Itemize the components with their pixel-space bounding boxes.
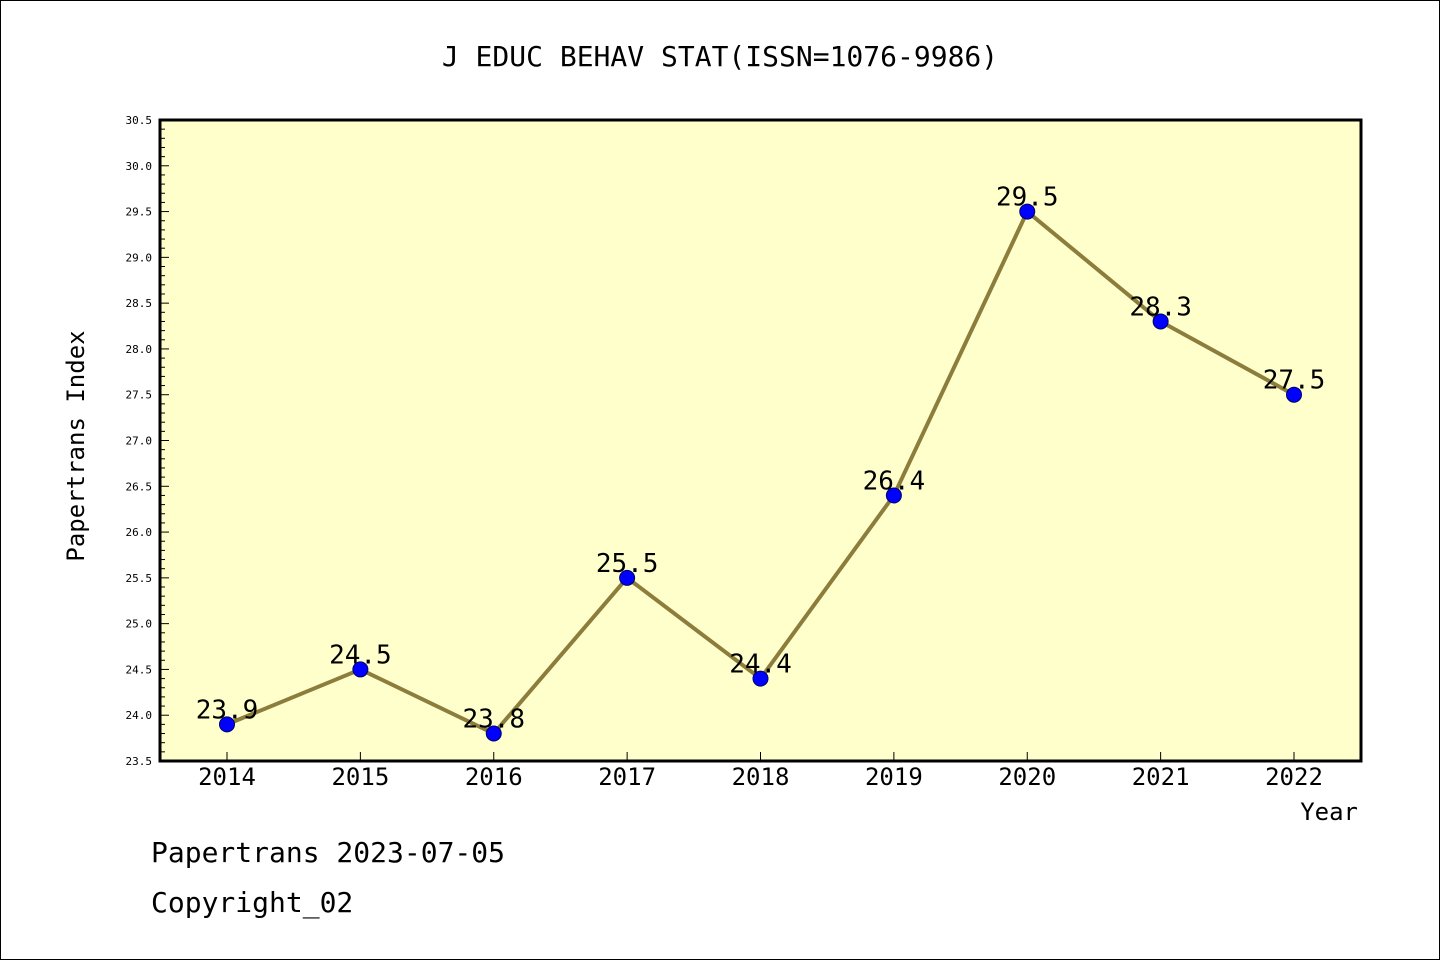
data-point	[619, 569, 636, 586]
y-tick-label: 26.5	[126, 480, 153, 493]
y-tick-label: 23.5	[126, 755, 153, 768]
y-tick-label: 25.5	[126, 572, 153, 585]
data-label: 23.8	[462, 705, 525, 735]
y-tick-label: 27.5	[126, 389, 153, 402]
data-point	[485, 725, 502, 742]
series-line-group: 23.9 24.5 23.8 25.5 24.4 26.4 29.5 28.3 27.5	[196, 183, 1326, 742]
y-tick-label: 26.0	[126, 526, 153, 539]
x-tick-label: 2022	[1265, 763, 1323, 791]
data-point	[1019, 203, 1036, 220]
y-tick-label: 29.5	[126, 206, 153, 219]
y-axis-label: Papertrans Index	[62, 330, 90, 561]
data-label: 28.3	[1129, 292, 1192, 322]
data-point	[1286, 386, 1302, 403]
data-label: 26.4	[863, 466, 926, 496]
data-label: 24.4	[729, 650, 792, 680]
plot-area	[158, 118, 1363, 763]
data-point	[352, 661, 369, 678]
x-tick-label: 2017	[598, 763, 656, 791]
data-point	[752, 670, 769, 687]
data-point	[219, 716, 235, 733]
y-tick-label: 28.0	[126, 343, 153, 356]
x-tick-label: 2018	[732, 763, 790, 791]
y-tick-label: 29.0	[126, 251, 153, 264]
y-tick-label: 30.5	[126, 114, 153, 127]
y-tick-label: 28.5	[126, 297, 153, 310]
x-tick-label: 2014	[198, 763, 256, 791]
y-tick-label: 25.0	[126, 618, 153, 631]
x-axis-label: Year	[1300, 798, 1358, 826]
data-label: 23.9	[196, 695, 259, 725]
x-tick-label: 2015	[331, 763, 389, 791]
y-tick-label: 24.5	[126, 663, 153, 676]
y-axis: 23.5 24.0 24.5 25.0 25.5 26.0 26.5 27.0 27.5 28.0…	[126, 114, 169, 768]
y-tick-label: 24.0	[126, 709, 153, 722]
data-point	[1152, 313, 1169, 330]
x-tick-label: 2021	[1132, 763, 1190, 791]
data-label: 27.5	[1263, 366, 1326, 396]
data-label: 25.5	[596, 549, 659, 579]
footer-date: Papertrans 2023-07-05	[151, 836, 506, 869]
data-label: 24.5	[329, 640, 392, 670]
data-label: 29.5	[996, 183, 1059, 213]
data-point	[885, 487, 902, 504]
footer-copyright: Copyright_02	[151, 886, 354, 919]
x-tick-label: 2020	[998, 763, 1056, 791]
chart-title: J EDUC BEHAV STAT(ISSN=1076-9986)	[442, 40, 998, 73]
x-tick-label: 2016	[465, 763, 523, 791]
x-axis: 2014 2015 2016 2017 2018 2019 2020 2021 2022	[198, 752, 1323, 791]
y-tick-label: 30.0	[126, 160, 153, 173]
y-tick-label: 27.0	[126, 435, 153, 448]
x-tick-label: 2019	[865, 763, 923, 791]
